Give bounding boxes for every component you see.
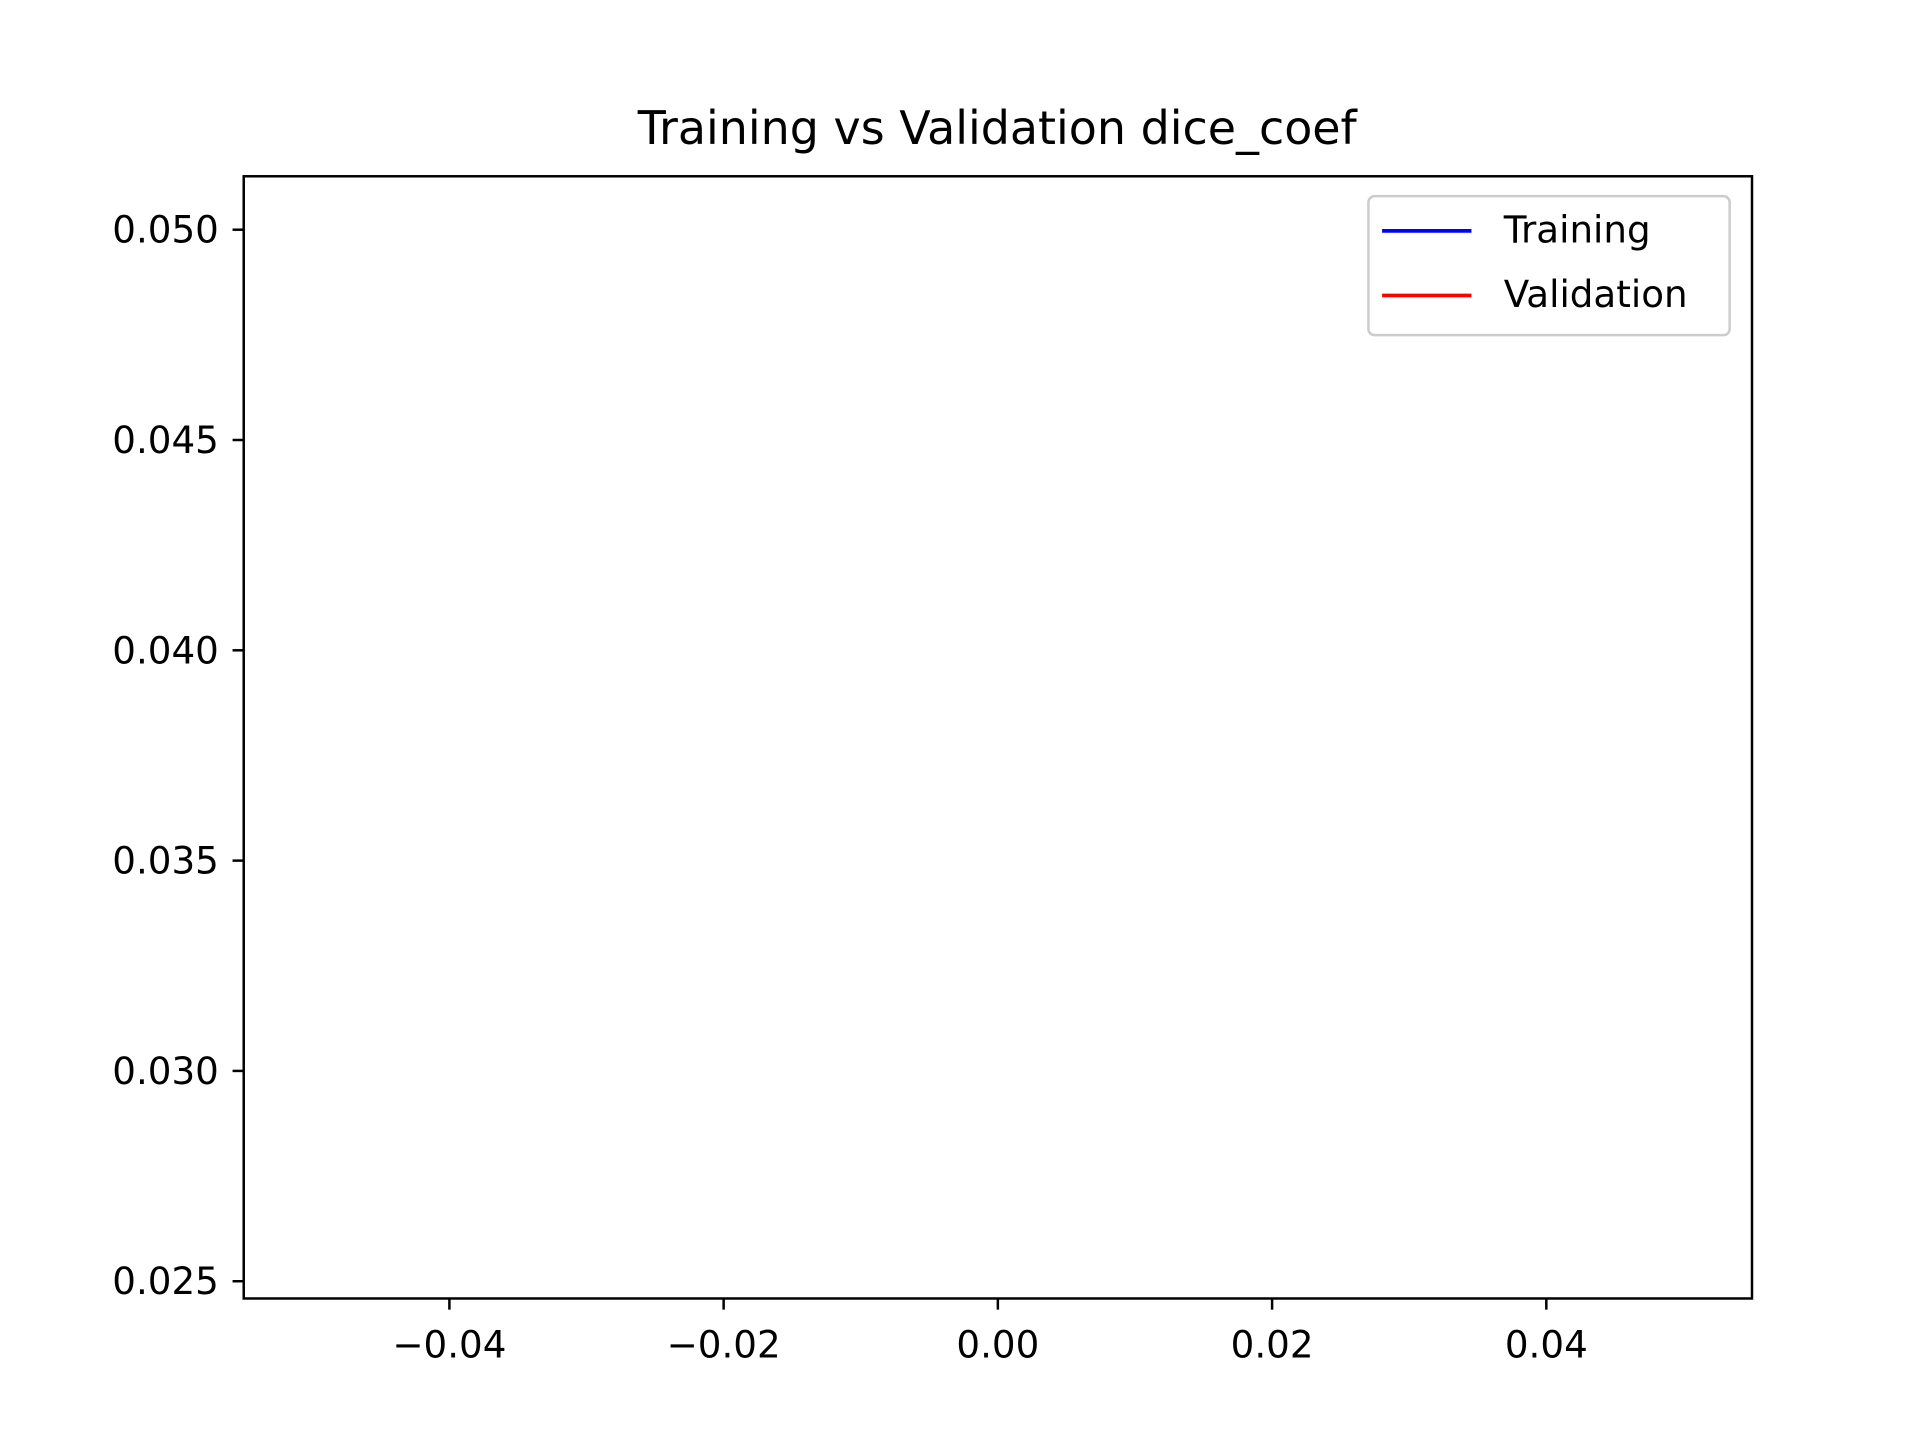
legend: Training Validation bbox=[1367, 194, 1731, 337]
y-tick-label: 0.030 bbox=[112, 1049, 219, 1093]
x-tick-label: −0.02 bbox=[667, 1322, 781, 1366]
y-tick-label: 0.035 bbox=[112, 839, 219, 883]
legend-label: Validation bbox=[1504, 272, 1688, 316]
axes-frame bbox=[242, 175, 1754, 1300]
x-tick-label: −0.04 bbox=[392, 1322, 506, 1366]
legend-label: Training bbox=[1503, 208, 1651, 252]
y-tick-label: 0.040 bbox=[112, 628, 219, 672]
y-tick-label: 0.045 bbox=[112, 418, 219, 462]
x-tick-label: 0.00 bbox=[956, 1322, 1039, 1366]
y-tick-label: 0.050 bbox=[112, 208, 219, 252]
x-tick-label: 0.04 bbox=[1505, 1322, 1588, 1366]
y-tick-label: 0.025 bbox=[112, 1259, 219, 1303]
chart-title: Training vs Validation dice_coef bbox=[637, 101, 1359, 155]
x-tick-label: 0.02 bbox=[1231, 1322, 1314, 1366]
